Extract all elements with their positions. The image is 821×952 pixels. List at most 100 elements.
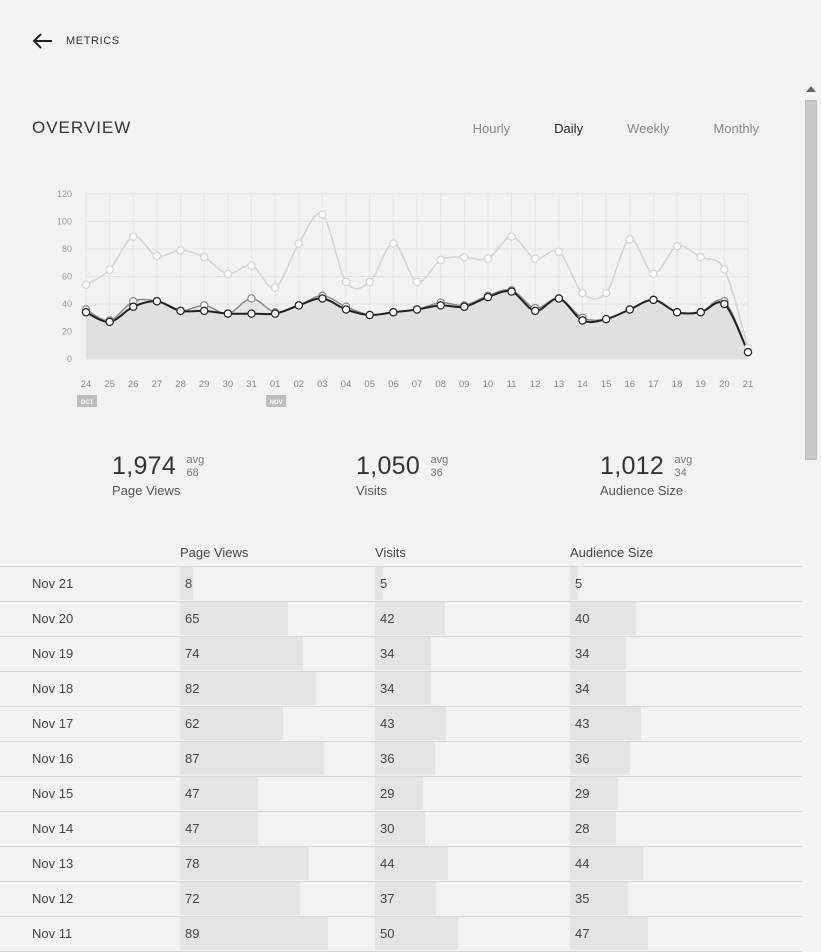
cell-value: 40 <box>575 611 590 626</box>
x-tick-label: 17 <box>648 379 659 390</box>
x-tick-label: 19 <box>695 379 706 390</box>
data-point <box>436 255 445 265</box>
stat-avg-label: avg <box>186 454 205 466</box>
x-tick-label: 08 <box>435 379 446 390</box>
data-point <box>81 308 91 317</box>
value-bar <box>375 812 425 845</box>
data-point <box>720 265 729 274</box>
table-row: Nov 19 74 34 34 <box>0 637 802 672</box>
cell-value: 87 <box>185 751 200 766</box>
cell-value: 47 <box>185 786 200 801</box>
row-date: Nov 15 <box>32 786 74 801</box>
cell-value: 29 <box>380 786 395 801</box>
data-point <box>460 253 469 262</box>
data-point <box>531 306 540 316</box>
value-bar <box>375 777 424 810</box>
data-point <box>200 306 209 316</box>
value-bar <box>375 882 437 915</box>
x-tick-label: 11 <box>507 379 517 390</box>
y-tick-label: 100 <box>57 217 72 227</box>
scrollbar[interactable] <box>804 86 818 931</box>
cell-value: 43 <box>380 716 395 731</box>
table-row: Nov 17 62 43 43 <box>0 707 802 742</box>
tab-hourly[interactable]: Hourly <box>472 121 511 136</box>
page-title: METRICS <box>66 35 120 47</box>
data-point <box>105 317 114 327</box>
x-tick-label: 03 <box>317 379 328 390</box>
data-point <box>483 292 493 302</box>
x-tick-label: 07 <box>412 379 423 390</box>
data-point <box>270 283 280 292</box>
data-point <box>625 235 634 244</box>
stat-value: 1,974 <box>112 452 177 480</box>
month-marker-label: OCT <box>81 400 94 406</box>
row-date: Nov 16 <box>32 751 74 766</box>
data-point <box>554 294 564 303</box>
tab-monthly[interactable]: Monthly <box>713 121 759 136</box>
cell-value: 62 <box>185 716 200 731</box>
cell-value: 89 <box>185 926 200 941</box>
data-point <box>743 347 753 357</box>
data-point <box>412 277 422 287</box>
data-point <box>649 295 658 305</box>
value-bar <box>570 707 642 740</box>
cell-value: 65 <box>185 611 200 626</box>
tab-daily[interactable]: Daily <box>554 121 584 136</box>
value-bar <box>570 567 579 600</box>
scroll-up-arrow-icon[interactable] <box>806 86 816 92</box>
table-row: Nov 16 87 36 36 <box>0 742 802 777</box>
cell-value: 34 <box>380 646 395 661</box>
stat-avg: avg 34 <box>675 452 693 480</box>
x-tick-label: 15 <box>601 379 612 390</box>
value-bar <box>180 882 300 915</box>
cell-value: 82 <box>185 681 200 696</box>
x-tick-label: 09 <box>459 379 470 390</box>
x-tick-label: 30 <box>223 379 234 390</box>
data-point <box>341 305 351 314</box>
arrow-left-icon[interactable] <box>32 30 54 52</box>
scroll-thumb[interactable] <box>805 100 817 460</box>
data-point <box>531 254 540 263</box>
value-bar <box>180 637 303 670</box>
table-row: Nov 18 82 34 34 <box>0 672 802 707</box>
data-point <box>601 314 611 324</box>
cell-value: 29 <box>575 786 590 801</box>
data-point <box>389 308 398 317</box>
tab-weekly[interactable]: Weekly <box>627 121 670 136</box>
row-date: Nov 19 <box>32 646 74 661</box>
data-point <box>247 294 256 303</box>
data-point <box>223 309 233 318</box>
value-bar <box>570 882 629 915</box>
stat-label: Audience Size <box>600 483 684 498</box>
value-bar <box>375 672 432 705</box>
data-point <box>483 254 493 263</box>
x-tick-label: 31 <box>246 379 257 390</box>
cell-value: 47 <box>185 821 200 836</box>
x-tick-label: 05 <box>364 379 375 390</box>
data-point <box>507 287 516 296</box>
data-point <box>270 309 280 318</box>
cell-value: 36 <box>575 751 590 766</box>
data-point <box>223 269 233 278</box>
data-point <box>507 232 516 241</box>
data-point <box>578 316 587 325</box>
cell-value: 36 <box>380 751 395 766</box>
value-bar <box>570 742 630 775</box>
data-point <box>578 288 587 298</box>
cell-value: 5 <box>575 576 583 591</box>
value-bar <box>180 777 259 810</box>
chart-svg: 0 20 40 60 80 100 120 24 25 26 27 28 29 30 31 01 02 03 04 0… <box>57 189 754 407</box>
y-tick-label: 60 <box>62 272 72 282</box>
data-point <box>365 310 374 320</box>
row-date: Nov 13 <box>32 856 74 871</box>
x-tick-label: 21 <box>743 379 754 390</box>
value-bar <box>375 707 447 740</box>
x-tick-label: 26 <box>128 379 139 390</box>
month-marker-label: NOV <box>270 400 283 406</box>
stat-avg-label: avg <box>674 454 693 466</box>
data-point <box>152 297 162 306</box>
x-tick-label: 29 <box>199 379 210 390</box>
value-bar <box>180 847 310 880</box>
value-bar <box>570 777 619 810</box>
data-point <box>412 305 422 314</box>
